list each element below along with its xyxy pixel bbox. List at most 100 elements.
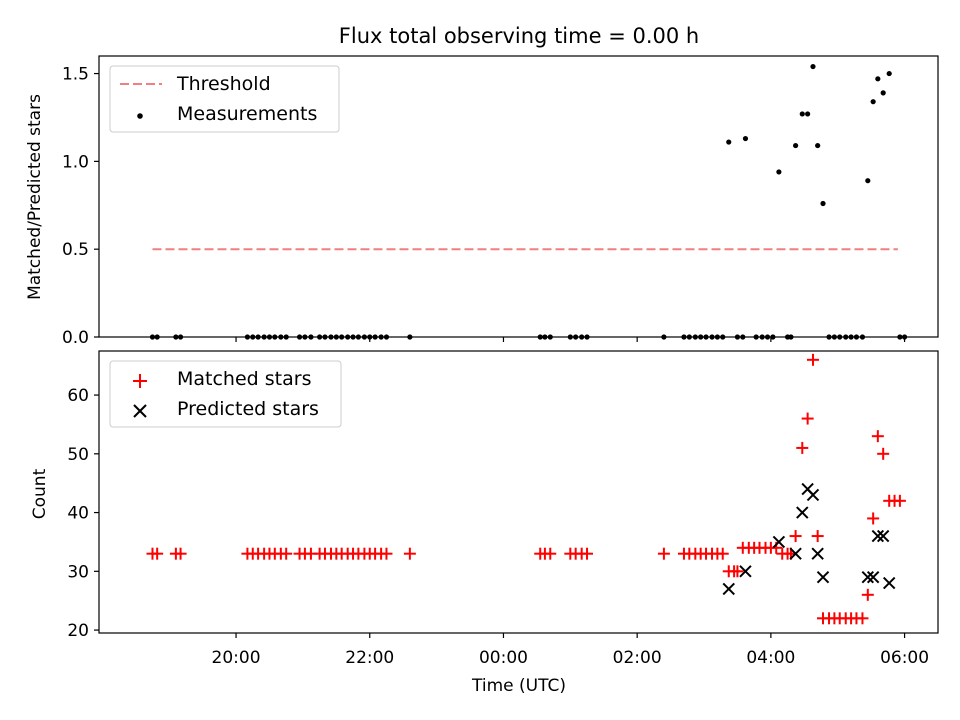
matched-star-point	[731, 565, 744, 578]
measurement-point	[770, 334, 776, 340]
top-y-label: Matched/Predicted stars	[25, 94, 45, 300]
measurement-point	[345, 334, 351, 340]
measurement-point	[698, 334, 704, 340]
top-y-tick-label: 0.5	[62, 240, 89, 260]
matched-star-point	[856, 612, 869, 625]
top-y-axis: 0.0 0.5 1.0 1.5	[62, 65, 99, 348]
measurement-point	[720, 334, 726, 340]
top-plot-frame	[98, 55, 939, 338]
top-y-tick-label: 0.0	[62, 328, 89, 348]
measurement-point	[703, 334, 709, 340]
chart-title: Flux total observing time = 0.00 h	[339, 24, 699, 48]
measurement-point	[853, 334, 860, 340]
measurement-point	[753, 334, 759, 340]
bottom-x-tick-label: 22:00	[345, 648, 394, 668]
measurement-point	[302, 334, 308, 340]
matched-star-point	[861, 588, 874, 601]
measurement-point	[339, 334, 345, 340]
predicted-star-point	[722, 582, 735, 596]
legend-measurements-swatch	[137, 113, 143, 119]
bottom-y-tick-label: 40	[67, 504, 89, 524]
predicted-star-point	[882, 576, 896, 590]
matched-stars-series	[146, 353, 906, 625]
matched-star-point	[581, 547, 594, 560]
measurement-point	[328, 334, 334, 340]
predicted-stars-series	[722, 482, 896, 596]
bottom-x-axis: 20:00 22:00 00:00 02:00 04:00 06:00	[212, 633, 929, 668]
measurement-point	[831, 334, 837, 340]
measurement-point	[573, 334, 579, 340]
measurement-point	[584, 334, 590, 340]
measurement-point	[681, 334, 687, 340]
measurement-point	[372, 334, 378, 340]
legend-measurements-label: Measurements	[177, 103, 317, 125]
top-legend-box	[109, 65, 340, 133]
measurement-point	[272, 334, 278, 340]
measurement-point	[759, 334, 765, 340]
measurement-point	[322, 334, 328, 340]
measurement-point	[278, 334, 284, 340]
measurement-point	[177, 334, 184, 340]
measurement-point	[793, 142, 799, 149]
measurement-point	[547, 334, 553, 340]
bottom-panel: 20 30 40 50 60 20:00 22:00 00:00 02:00 04:00 06:0…	[30, 350, 939, 696]
measurement-point	[886, 70, 892, 77]
measurement-point	[661, 334, 667, 340]
bottom-y-tick-label: 60	[67, 386, 89, 406]
measurement-point	[266, 334, 273, 340]
legend-predicted-swatch	[133, 404, 147, 418]
top-y-tick-label: 1.0	[62, 152, 89, 172]
measurement-point	[308, 334, 314, 340]
measurement-point	[350, 334, 356, 340]
bottom-x-tick-label: 04:00	[746, 648, 795, 668]
measurements-series	[149, 63, 908, 340]
matched-star-point	[151, 547, 164, 560]
bottom-y-tick-label: 30	[67, 562, 89, 582]
top-y-tick-label: 1.5	[62, 65, 89, 85]
measurement-point	[776, 169, 782, 175]
measurement-point	[244, 334, 251, 340]
top-legend: Threshold Measurements	[109, 65, 340, 133]
matched-star-point	[867, 512, 880, 525]
measurement-point	[407, 334, 413, 340]
measurement-point	[805, 111, 811, 117]
bottom-legend-box	[109, 360, 342, 428]
measurement-point	[734, 334, 741, 340]
measurement-point	[848, 334, 854, 340]
predicted-star-point	[796, 506, 809, 519]
predicted-star-point	[739, 565, 752, 578]
measurement-point	[383, 334, 390, 340]
predicted-star-point	[811, 547, 824, 560]
predicted-star-point	[789, 547, 802, 560]
matched-star-point	[403, 547, 416, 560]
measurement-point	[579, 334, 585, 340]
measurement-point	[810, 63, 816, 70]
measurement-point	[799, 111, 805, 117]
measurement-point	[764, 334, 771, 340]
legend-matched-swatch	[133, 374, 147, 388]
bottom-x-tick-label: 20:00	[212, 648, 261, 668]
matched-star-point	[877, 447, 890, 460]
measurement-point	[742, 135, 749, 142]
measurement-point	[361, 334, 368, 340]
predicted-star-point	[861, 570, 875, 584]
measurement-point	[378, 334, 384, 340]
measurement-point	[261, 334, 267, 340]
matched-star-point	[544, 547, 557, 560]
bottom-x-tick-label: 00:00	[479, 648, 528, 668]
bottom-x-tick-label: 02:00	[613, 648, 662, 668]
measurement-point	[826, 334, 832, 340]
legend-matched-label: Matched stars	[177, 368, 311, 390]
bottom-x-label: Time (UTC)	[471, 676, 566, 696]
predicted-star-point	[816, 570, 830, 584]
measurement-point	[542, 334, 548, 340]
measurement-point	[880, 90, 886, 96]
matched-star-point	[789, 530, 802, 543]
measurement-point	[317, 334, 323, 340]
measurement-point	[859, 334, 866, 340]
measurement-point	[367, 334, 373, 340]
matched-star-point	[174, 547, 187, 560]
legend-predicted-label: Predicted stars	[177, 398, 319, 420]
bottom-y-axis: 20 30 40 50 60	[67, 386, 99, 641]
